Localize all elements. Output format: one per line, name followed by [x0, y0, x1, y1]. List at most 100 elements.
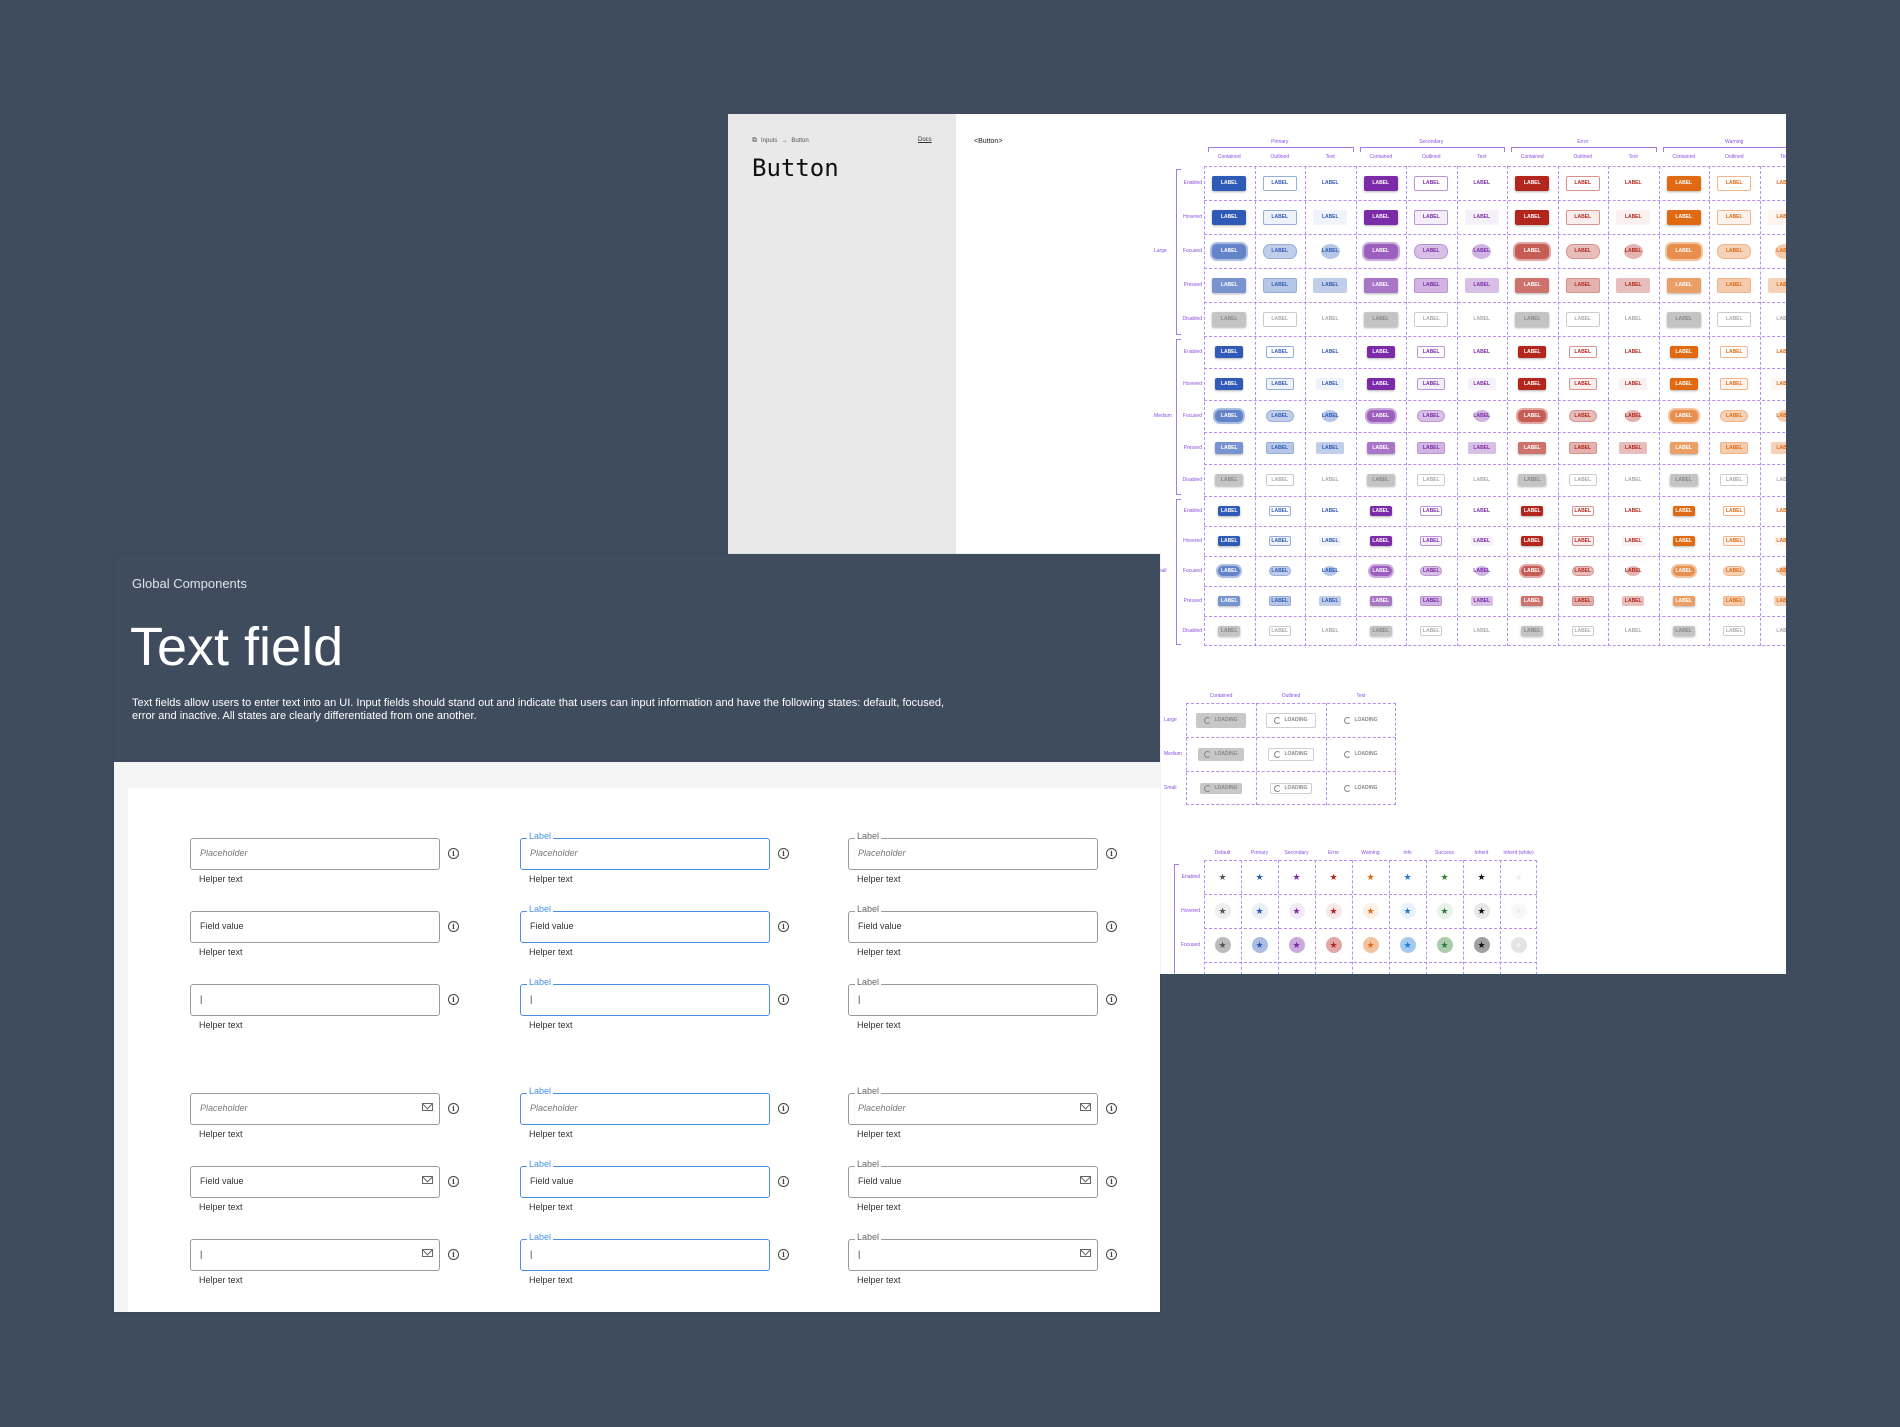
- button-warning-text-large-pressed[interactable]: LABEL: [1767, 277, 1786, 293]
- button-warning-text-small-pressed[interactable]: LABEL: [1773, 596, 1786, 606]
- text-field-value-email-focused[interactable]: Label Field value: [520, 1159, 770, 1198]
- button-secondary-outlined-medium-pressed[interactable]: LABEL: [1417, 442, 1446, 454]
- button-warning-text-small-disabled[interactable]: LABEL: [1776, 628, 1786, 634]
- icon-button-error-focused[interactable]: ★: [1325, 937, 1342, 953]
- info-icon[interactable]: i: [778, 921, 789, 932]
- text-field-value-default[interactable]: Field value: [190, 911, 440, 943]
- button-secondary-contained-medium-hovered[interactable]: LABEL: [1366, 378, 1395, 390]
- button-warning-outlined-small-disabled[interactable]: LABEL: [1723, 626, 1746, 636]
- text-field-value-email-labeled[interactable]: Label Field value: [848, 1159, 1098, 1198]
- button-warning-outlined-small-pressed[interactable]: LABEL: [1723, 596, 1746, 606]
- button-error-outlined-small-focused[interactable]: LABEL: [1571, 566, 1594, 576]
- button-secondary-outlined-medium-hovered[interactable]: LABEL: [1417, 378, 1446, 390]
- icon-button-error-enabled[interactable]: ★: [1326, 869, 1342, 885]
- info-icon[interactable]: i: [1106, 994, 1117, 1005]
- button-warning-outlined-medium-hovered[interactable]: LABEL: [1720, 378, 1749, 390]
- icon-button-success-enabled[interactable]: ★: [1437, 869, 1453, 885]
- text-field-placeholder-labeled[interactable]: Label Placeholder: [848, 831, 1098, 870]
- button-warning-outlined-small-enabled[interactable]: LABEL: [1723, 506, 1746, 516]
- button-primary-text-small-enabled[interactable]: LABEL: [1321, 508, 1339, 514]
- loading-button-text-large[interactable]: LOADING: [1336, 713, 1386, 728]
- button-warning-outlined-large-enabled[interactable]: LABEL: [1717, 175, 1752, 191]
- button-primary-contained-large-disabled[interactable]: LABEL: [1212, 311, 1247, 327]
- button-warning-text-large-hovered[interactable]: LABEL: [1767, 209, 1786, 225]
- icon-button-warning-hovered[interactable]: ★: [1362, 903, 1379, 919]
- button-warning-outlined-small-hovered[interactable]: LABEL: [1723, 536, 1746, 546]
- info-icon[interactable]: i: [1106, 1249, 1117, 1260]
- icon-button-info-enabled[interactable]: ★: [1400, 869, 1416, 885]
- button-secondary-outlined-small-focused[interactable]: LABEL: [1420, 566, 1443, 576]
- icon-button-primary-focused[interactable]: ★: [1251, 937, 1268, 953]
- button-primary-contained-small-focused[interactable]: LABEL: [1218, 566, 1241, 576]
- button-warning-contained-small-hovered[interactable]: LABEL: [1672, 536, 1695, 546]
- button-error-text-large-pressed[interactable]: LABEL: [1616, 277, 1651, 293]
- button-error-text-medium-disabled[interactable]: LABEL: [1624, 477, 1642, 483]
- text-field-cursor-email-labeled[interactable]: Label |: [848, 1232, 1098, 1271]
- button-error-contained-large-enabled[interactable]: LABEL: [1515, 175, 1550, 191]
- button-secondary-text-large-disabled[interactable]: LABEL: [1473, 316, 1491, 322]
- button-primary-outlined-small-disabled[interactable]: LABEL: [1268, 626, 1291, 636]
- button-warning-text-small-focused[interactable]: LABEL: [1776, 566, 1786, 576]
- button-secondary-outlined-medium-enabled[interactable]: LABEL: [1417, 346, 1446, 358]
- button-error-contained-medium-hovered[interactable]: LABEL: [1518, 378, 1547, 390]
- button-secondary-text-medium-focused[interactable]: LABEL: [1473, 410, 1490, 422]
- button-secondary-outlined-medium-focused[interactable]: LABEL: [1417, 410, 1446, 422]
- button-primary-outlined-medium-focused[interactable]: LABEL: [1265, 410, 1294, 422]
- button-primary-outlined-small-hovered[interactable]: LABEL: [1268, 536, 1291, 546]
- button-warning-contained-large-hovered[interactable]: LABEL: [1666, 209, 1701, 225]
- button-secondary-text-small-disabled[interactable]: LABEL: [1473, 628, 1491, 634]
- button-secondary-outlined-large-pressed[interactable]: LABEL: [1414, 277, 1449, 293]
- info-icon[interactable]: i: [1106, 921, 1117, 932]
- button-secondary-contained-large-focused[interactable]: LABEL: [1363, 243, 1398, 259]
- button-secondary-text-medium-pressed[interactable]: LABEL: [1467, 442, 1496, 454]
- breadcrumb-item-button[interactable]: Button: [791, 138, 809, 144]
- button-primary-contained-small-enabled[interactable]: LABEL: [1218, 506, 1241, 516]
- text-field-cursor-focused[interactable]: Label |: [520, 977, 770, 1016]
- button-primary-text-medium-disabled[interactable]: LABEL: [1321, 477, 1339, 483]
- button-warning-outlined-large-disabled[interactable]: LABEL: [1717, 311, 1752, 327]
- button-secondary-contained-small-disabled[interactable]: LABEL: [1369, 626, 1392, 636]
- icon-button-success-hovered[interactable]: ★: [1436, 903, 1453, 919]
- button-error-outlined-medium-disabled[interactable]: LABEL: [1568, 474, 1597, 486]
- button-primary-text-medium-enabled[interactable]: LABEL: [1321, 349, 1339, 355]
- button-warning-outlined-large-hovered[interactable]: LABEL: [1717, 209, 1752, 225]
- loading-button-text-small[interactable]: LOADING: [1340, 783, 1382, 794]
- button-error-outlined-small-hovered[interactable]: LABEL: [1571, 536, 1594, 546]
- info-icon[interactable]: i: [778, 1103, 789, 1114]
- button-warning-text-large-focused[interactable]: LABEL: [1775, 243, 1786, 259]
- text-field-cursor-labeled[interactable]: Label |: [848, 977, 1098, 1016]
- button-error-text-small-focused[interactable]: LABEL: [1624, 566, 1642, 576]
- icon-button-info-hovered[interactable]: ★: [1399, 903, 1416, 919]
- button-warning-contained-small-pressed[interactable]: LABEL: [1672, 596, 1695, 606]
- button-error-outlined-large-pressed[interactable]: LABEL: [1565, 277, 1600, 293]
- text-field-cursor-email-focused[interactable]: Label |: [520, 1232, 770, 1271]
- button-secondary-outlined-small-hovered[interactable]: LABEL: [1420, 536, 1443, 546]
- loading-button-outlined-large[interactable]: LOADING: [1266, 712, 1316, 728]
- icon-button-default-enabled[interactable]: ★: [1215, 869, 1231, 885]
- button-secondary-outlined-medium-disabled[interactable]: LABEL: [1417, 474, 1446, 486]
- button-error-outlined-small-pressed[interactable]: LABEL: [1571, 596, 1594, 606]
- icon-button-success-focused[interactable]: ★: [1436, 937, 1453, 953]
- loading-button-contained-medium[interactable]: LOADING: [1198, 747, 1244, 761]
- button-primary-contained-medium-hovered[interactable]: LABEL: [1215, 378, 1244, 390]
- button-primary-text-small-hovered[interactable]: LABEL: [1319, 536, 1342, 546]
- button-secondary-text-small-pressed[interactable]: LABEL: [1470, 596, 1493, 606]
- button-warning-outlined-small-focused[interactable]: LABEL: [1723, 566, 1746, 576]
- button-warning-contained-medium-focused[interactable]: LABEL: [1669, 410, 1698, 422]
- button-primary-outlined-large-hovered[interactable]: LABEL: [1262, 209, 1297, 225]
- button-warning-outlined-medium-focused[interactable]: LABEL: [1720, 410, 1749, 422]
- button-warning-text-medium-enabled[interactable]: LABEL: [1776, 349, 1786, 355]
- button-secondary-contained-medium-pressed[interactable]: LABEL: [1366, 442, 1395, 454]
- button-secondary-contained-medium-enabled[interactable]: LABEL: [1366, 346, 1395, 358]
- button-warning-contained-large-enabled[interactable]: LABEL: [1666, 175, 1701, 191]
- button-primary-contained-medium-focused[interactable]: LABEL: [1215, 410, 1244, 422]
- button-warning-text-medium-disabled[interactable]: LABEL: [1776, 477, 1786, 483]
- button-secondary-contained-small-hovered[interactable]: LABEL: [1369, 536, 1392, 546]
- button-warning-outlined-large-focused[interactable]: LABEL: [1717, 243, 1752, 259]
- button-primary-text-large-enabled[interactable]: LABEL: [1321, 180, 1339, 186]
- button-warning-outlined-medium-enabled[interactable]: LABEL: [1720, 346, 1749, 358]
- icon-button-secondary-enabled[interactable]: ★: [1289, 869, 1305, 885]
- button-warning-contained-large-focused[interactable]: LABEL: [1666, 243, 1701, 259]
- button-secondary-contained-large-hovered[interactable]: LABEL: [1363, 209, 1398, 225]
- button-warning-contained-small-enabled[interactable]: LABEL: [1672, 506, 1695, 516]
